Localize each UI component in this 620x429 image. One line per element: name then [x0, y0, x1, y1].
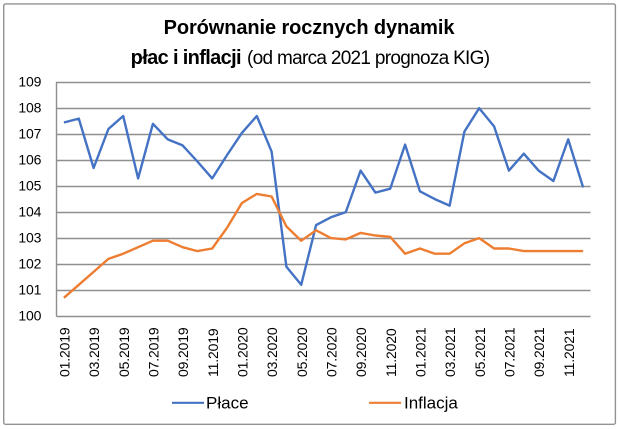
svg-text:107: 107 [18, 126, 41, 142]
svg-text:100: 100 [18, 307, 41, 323]
svg-text:07.2020: 07.2020 [324, 327, 340, 377]
svg-text:108: 108 [18, 100, 41, 116]
svg-text:05.2020: 05.2020 [294, 327, 310, 377]
svg-text:03.2021: 03.2021 [442, 327, 458, 377]
svg-text:01.2019: 01.2019 [57, 327, 73, 377]
svg-text:105: 105 [18, 178, 41, 194]
svg-text:Porównanie rocznych dynamik: Porównanie rocznych dynamik [164, 17, 456, 39]
svg-text:104: 104 [18, 203, 41, 219]
svg-text:103: 103 [18, 229, 41, 245]
svg-text:09.2020: 09.2020 [353, 327, 369, 377]
svg-text:Płace: Płace [206, 394, 249, 413]
svg-text:109: 109 [18, 74, 41, 90]
svg-text:09.2019: 09.2019 [175, 327, 191, 377]
svg-text:Inflacja: Inflacja [404, 394, 458, 413]
svg-text:07.2019: 07.2019 [146, 327, 162, 377]
svg-text:11.2021: 11.2021 [561, 328, 577, 377]
svg-text:106: 106 [18, 152, 41, 168]
svg-text:05.2019: 05.2019 [116, 327, 132, 377]
svg-text:01.2020: 01.2020 [235, 327, 251, 377]
svg-text:07.2021: 07.2021 [502, 327, 518, 377]
svg-text:11.2020: 11.2020 [383, 328, 399, 377]
svg-text:01.2021: 01.2021 [413, 327, 429, 377]
svg-text:09.2021: 09.2021 [531, 327, 547, 377]
svg-text:102: 102 [18, 255, 41, 271]
svg-text:03.2020: 03.2020 [264, 327, 280, 377]
svg-text:101: 101 [18, 281, 41, 297]
svg-text:05.2021: 05.2021 [472, 327, 488, 377]
svg-text:03.2019: 03.2019 [86, 327, 102, 377]
svg-text:11.2019: 11.2019 [205, 328, 221, 377]
svg-text:płac i inflacji (od marca 2021: płac i inflacji (od marca 2021 prognoza … [131, 47, 490, 69]
